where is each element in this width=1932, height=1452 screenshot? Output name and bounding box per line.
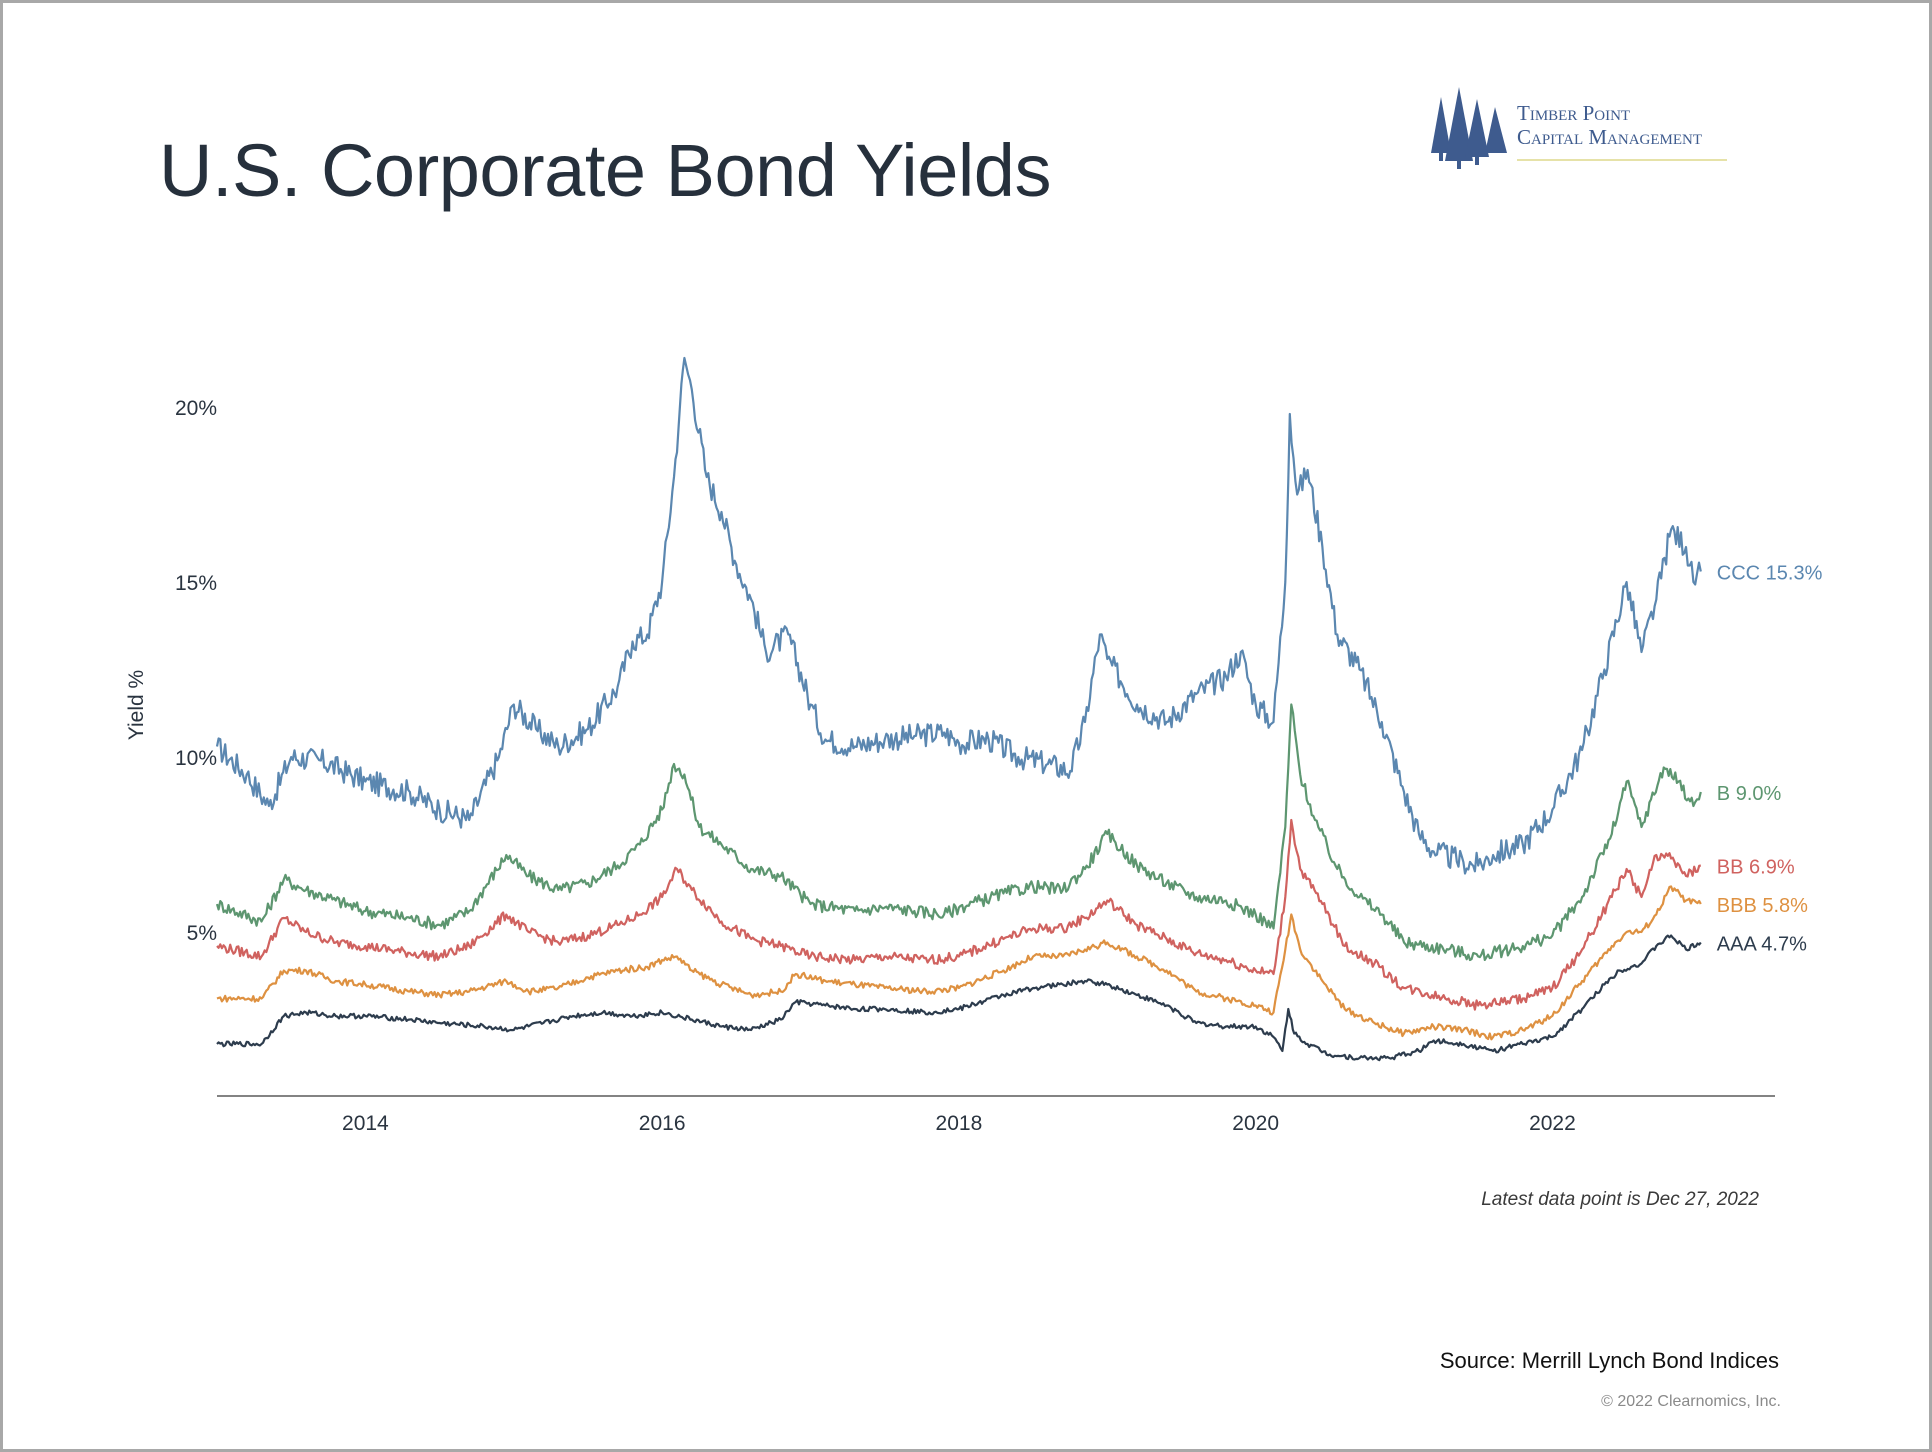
series-line-ccc — [215, 356, 1702, 875]
source-text: Source: Merrill Lynch Bond Indices — [1439, 1348, 1779, 1373]
logo-underline — [1517, 159, 1727, 161]
y-tick-label: 10% — [175, 747, 217, 770]
series-end-label-bbb: BBB 5.8% — [1717, 895, 1808, 917]
x-tick-label: 2018 — [936, 1112, 983, 1135]
y-tick-label: 15% — [175, 572, 217, 595]
y-tick-label: 20% — [175, 397, 217, 420]
logo-text-line1: Timber Point — [1517, 101, 1631, 125]
y-tick-label: 5% — [187, 922, 217, 945]
series-end-label-ccc: CCC 15.3% — [1717, 563, 1823, 585]
series-end-label-b: B 9.0% — [1717, 783, 1782, 805]
page-title: U.S. Corporate Bond Yields — [159, 129, 1051, 212]
series-line-bbb — [216, 885, 1702, 1041]
company-logo: Timber Point Capital Management — [1427, 83, 1747, 183]
series-line-b — [215, 703, 1702, 962]
x-tick-label: 2016 — [639, 1112, 686, 1135]
pine-trees-icon — [1431, 87, 1507, 169]
series-end-label-aaa: AAA 4.7% — [1717, 934, 1807, 956]
y-axis-label: Yield % — [125, 670, 148, 740]
x-tick-label: 2020 — [1232, 1112, 1279, 1135]
copyright-text: © 2022 Clearnomics, Inc. — [1601, 1393, 1781, 1410]
x-tick-label: 2014 — [342, 1112, 389, 1135]
series-end-label-bb: BB 6.9% — [1717, 857, 1795, 879]
bond-yield-chart: 2014 2016 2018 2020 2022 5% 10% 15% 20% Yield % CC… — [125, 356, 1823, 1135]
series-line-bb — [216, 818, 1702, 1011]
logo-text-line2: Capital Management — [1517, 125, 1703, 149]
x-tick-label: 2022 — [1529, 1112, 1576, 1135]
series-line-aaa — [216, 934, 1702, 1062]
latest-data-note: Latest data point is Dec 27, 2022 — [1481, 1189, 1759, 1210]
